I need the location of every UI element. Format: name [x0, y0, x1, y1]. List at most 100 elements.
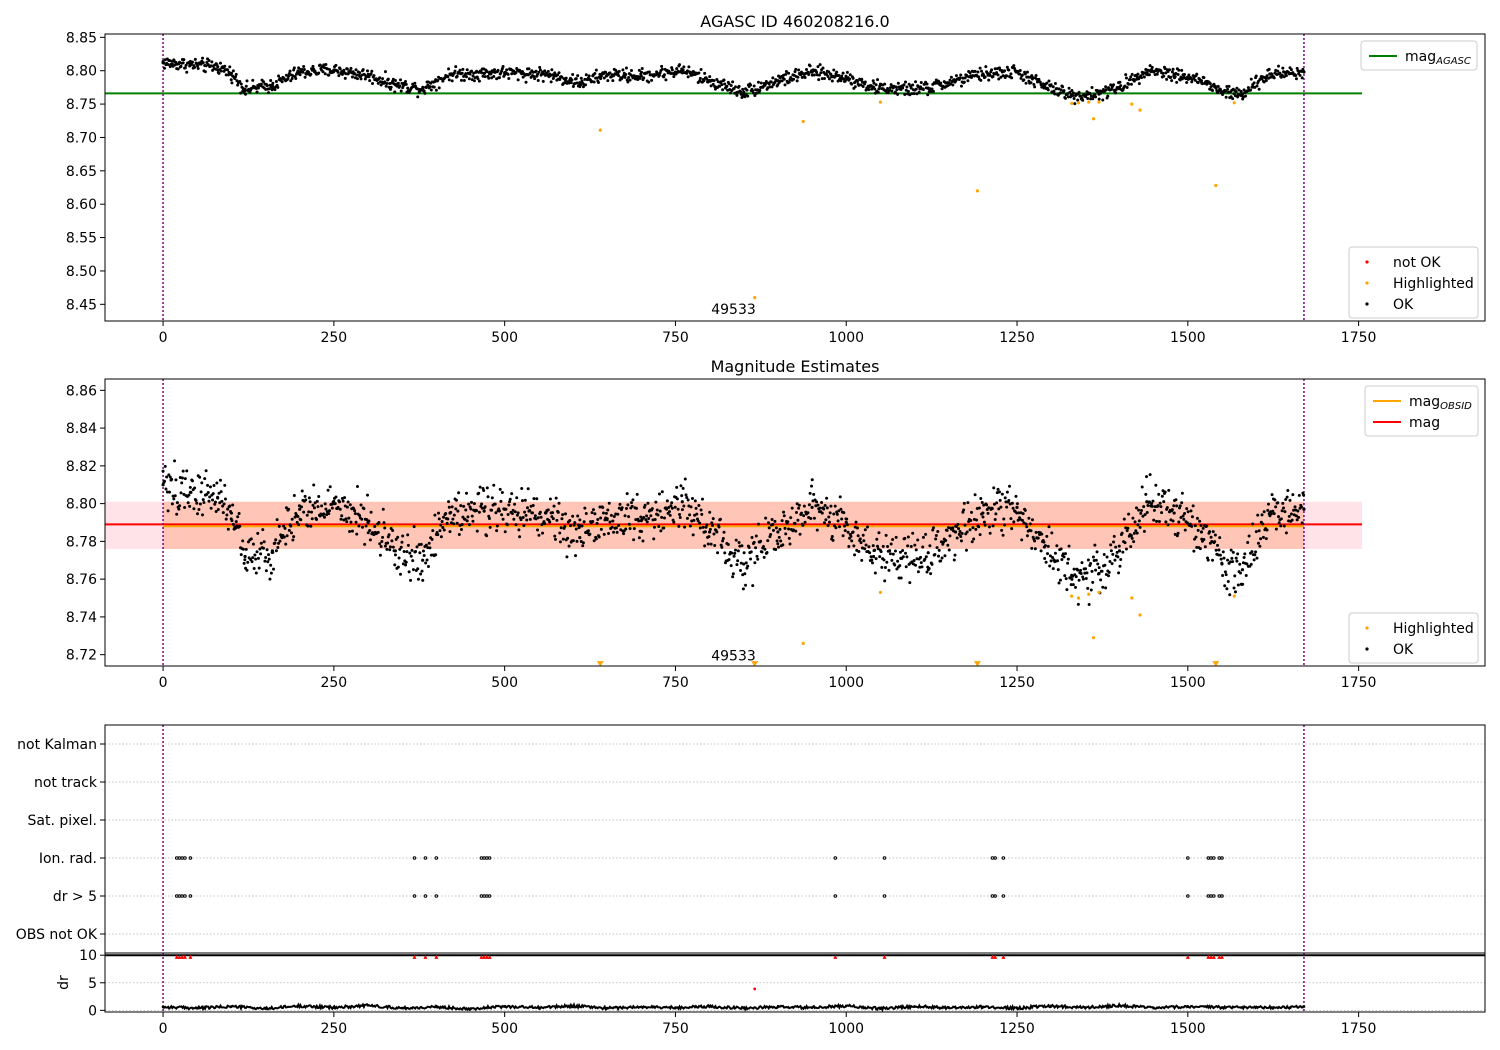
ok-point — [1001, 74, 1005, 78]
ok-point — [1048, 554, 1052, 558]
ok-point — [1071, 91, 1075, 95]
ok-point — [711, 523, 715, 527]
ok-point — [745, 88, 749, 92]
ok-point — [1202, 76, 1206, 80]
ok-point — [346, 500, 350, 504]
ok-point — [229, 78, 233, 82]
ok-point — [1255, 84, 1259, 88]
ok-point — [893, 563, 897, 567]
highlighted-point-0 — [801, 641, 805, 645]
ok-point — [1137, 82, 1141, 86]
ok-point — [297, 66, 301, 70]
flag-point-1-6 — [423, 894, 428, 898]
flag-point-0-6 — [423, 856, 428, 860]
ok-point — [1103, 563, 1107, 567]
ok-point — [283, 526, 287, 530]
ok-point — [942, 540, 946, 544]
ok-point — [1282, 506, 1286, 510]
ok-point — [1266, 508, 1270, 512]
flag-point-1-17 — [1186, 894, 1190, 898]
ok-point — [865, 525, 869, 529]
ok-point — [410, 548, 414, 552]
flag-point-0-15 — [993, 856, 997, 860]
ok-point — [852, 544, 856, 548]
ok-point — [261, 546, 265, 550]
ok-point — [647, 80, 651, 84]
ok-point — [1020, 73, 1024, 77]
ok-point — [1051, 567, 1055, 571]
highlighted-point-9 — [1097, 100, 1101, 104]
ok-point — [575, 539, 579, 543]
ok-point — [377, 521, 381, 525]
x-tick-label-0: 0 — [159, 1021, 168, 1037]
ok-point — [437, 517, 441, 521]
dr-point-10 — [503, 1005, 507, 1008]
ok-point — [252, 567, 256, 571]
ok-point — [670, 66, 674, 70]
ok-point — [1108, 559, 1112, 563]
ok-point — [564, 76, 568, 80]
ok-point — [786, 520, 790, 524]
ok-point — [995, 71, 999, 75]
dr-outlier-20 — [1211, 954, 1216, 959]
chart-title: Magnitude Estimates — [711, 357, 880, 376]
ok-point — [997, 490, 1001, 494]
ok-point — [453, 69, 457, 73]
ok-point — [1300, 76, 1304, 80]
ok-point — [209, 64, 213, 68]
ok-point — [620, 506, 624, 510]
ok-point — [382, 521, 386, 525]
ok-point — [1018, 68, 1022, 72]
ok-point — [341, 499, 345, 503]
ok-point — [1176, 531, 1180, 535]
ok-point — [1293, 505, 1297, 509]
ok-point — [736, 559, 740, 563]
ok-point — [1281, 66, 1285, 70]
ok-point — [224, 517, 228, 521]
ok-point — [416, 577, 420, 581]
ok-point — [1261, 535, 1265, 539]
ok-point — [1140, 76, 1144, 80]
ok-point — [1166, 523, 1170, 527]
ok-point — [805, 67, 809, 71]
highlighted-point-9 — [1232, 594, 1236, 598]
ok-point — [1094, 558, 1098, 562]
ok-point — [1218, 553, 1222, 557]
ok-point — [1071, 94, 1075, 98]
ok-point — [523, 498, 527, 502]
ok-point — [669, 71, 673, 75]
dr-outlier-11 — [487, 954, 492, 959]
ok-point — [1254, 550, 1258, 554]
ok-point — [1031, 76, 1035, 80]
ok-point — [947, 548, 951, 552]
ok-point — [610, 525, 614, 529]
ok-point — [519, 518, 523, 522]
ok-point — [305, 72, 309, 76]
ok-point — [573, 521, 577, 525]
ok-point — [261, 528, 265, 532]
ok-point — [1136, 523, 1140, 527]
ok-point — [684, 493, 688, 497]
ok-point — [673, 505, 677, 509]
ok-point — [914, 80, 918, 84]
ok-point — [1077, 90, 1081, 94]
ok-point — [445, 521, 449, 525]
ok-point — [490, 496, 494, 500]
ok-point — [665, 499, 669, 503]
ok-point — [845, 517, 849, 521]
ok-point — [256, 531, 260, 535]
ok-point — [1238, 571, 1242, 575]
ok-point — [735, 563, 739, 567]
ok-point — [1132, 540, 1136, 544]
ok-point — [853, 553, 857, 557]
ok-point — [1182, 517, 1186, 521]
ok-point — [162, 61, 166, 65]
ok-point — [1074, 575, 1078, 579]
ok-point — [214, 510, 218, 514]
ok-point — [1130, 72, 1134, 76]
dr-outlier-3 — [182, 954, 187, 959]
ok-point — [570, 78, 574, 82]
ok-point — [1109, 549, 1113, 553]
ok-point — [216, 495, 220, 499]
